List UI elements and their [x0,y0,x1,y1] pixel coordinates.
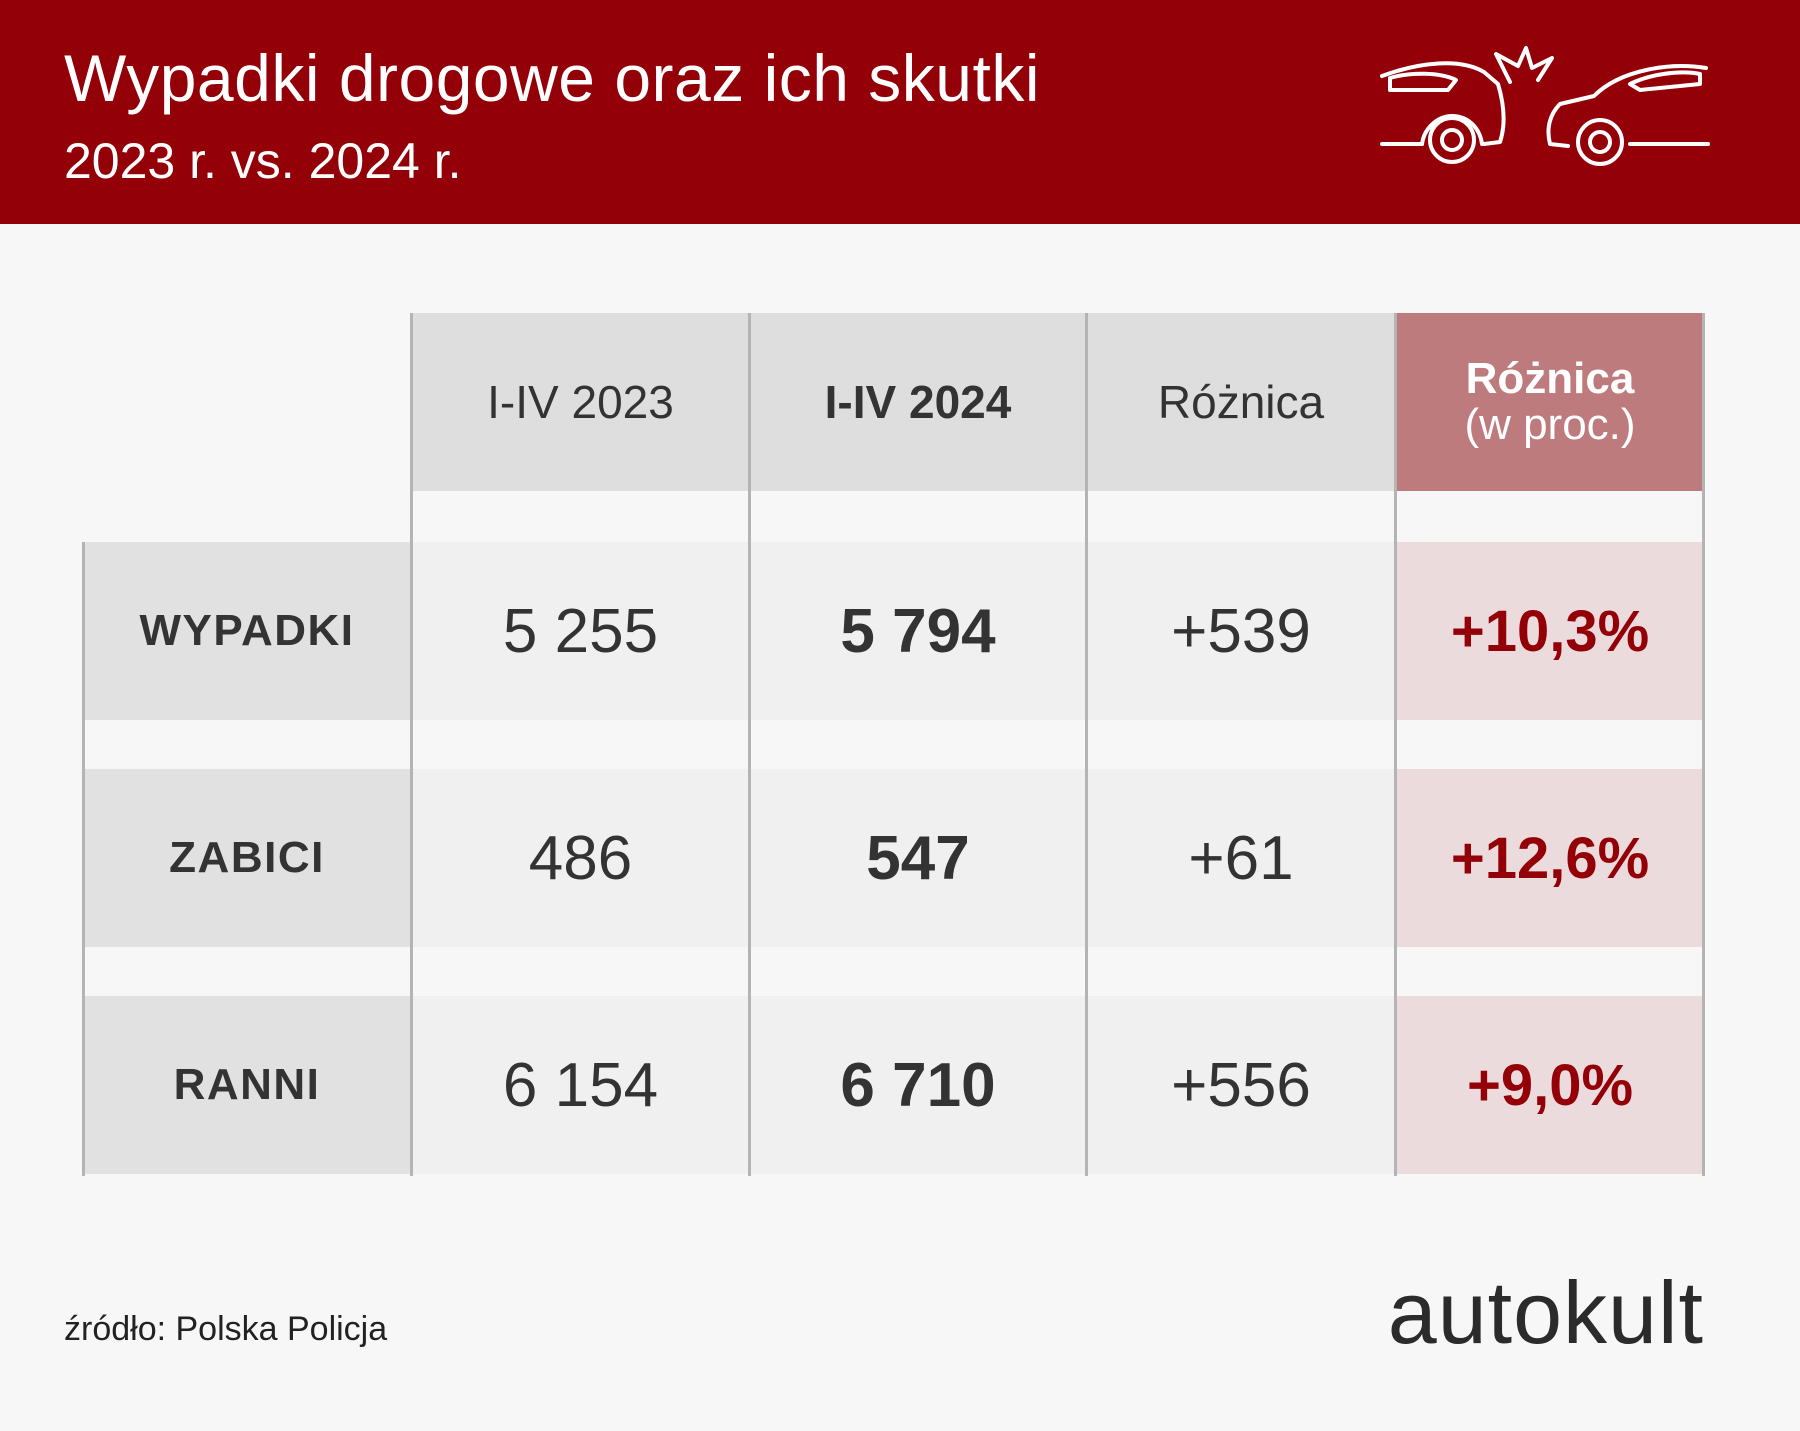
value-wypadki-2023: 5 255 [413,542,748,720]
value-zabici-difference: +61 [1088,769,1394,947]
value-wypadki-difference: +539 [1088,542,1394,720]
value-wypadki-2024: 5 794 [751,542,1085,720]
value-ranni-2023: 6 154 [413,996,748,1174]
grid-line [1085,313,1088,1176]
column-header-difference-percent-line1: Różnica [1465,354,1635,403]
value-ranni-percent: +9,0% [1397,996,1703,1174]
grid-line [410,313,413,1176]
column-header-2024: I-IV 2024 [751,313,1085,491]
value-zabici-2023: 486 [413,769,748,947]
value-ranni-2024: 6 710 [751,996,1085,1174]
page-title: Wypadki drogowe oraz ich skutki [64,41,1040,115]
header-banner: Wypadki drogowe oraz ich skutki 2023 r. … [0,0,1800,224]
row-label-ranni: RANNI [84,996,410,1174]
source-note: źródło: Polska Policja [64,1310,388,1348]
grid-line [1702,313,1705,1176]
column-header-2023: I-IV 2023 [413,313,748,491]
grid-line [82,542,85,1176]
column-header-difference: Różnica [1088,313,1394,491]
grid-line [1394,313,1397,1176]
value-zabici-percent: +12,6% [1397,769,1703,947]
grid-line [748,313,751,1176]
page-subtitle: 2023 r. vs. 2024 r. [64,133,462,189]
value-wypadki-percent: +10,3% [1397,542,1703,720]
value-zabici-2024: 547 [751,769,1085,947]
car-crash-icon [1380,46,1710,166]
brand-logo: autokult [1387,1263,1704,1362]
column-header-difference-percent-line2: (w proc.) [1464,400,1636,449]
row-label-zabici: ZABICI [84,769,410,947]
column-header-difference-percent: Różnica (w proc.) [1397,313,1703,491]
row-label-wypadki: WYPADKI [84,542,410,720]
value-ranni-difference: +556 [1088,996,1394,1174]
